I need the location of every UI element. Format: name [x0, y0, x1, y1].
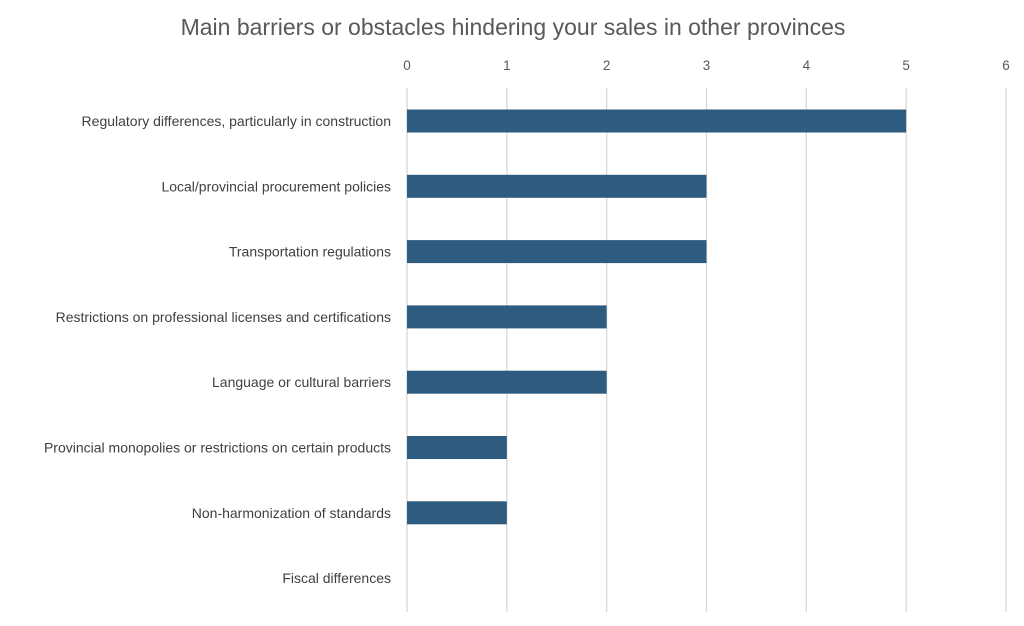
- bar: [407, 240, 707, 264]
- category-label: Provincial monopolies or restrictions on…: [44, 440, 391, 456]
- bars: [407, 109, 907, 525]
- category-label: Local/provincial procurement policies: [161, 178, 391, 194]
- x-axis-ticks: 0 1 2 3 4 5 6: [403, 58, 1010, 73]
- gridlines: [406, 88, 1007, 612]
- x-tick-label: 0: [403, 58, 411, 73]
- category-label: Restrictions on professional licenses an…: [56, 309, 391, 325]
- x-tick-label: 6: [1002, 58, 1010, 73]
- category-label: Regulatory differences, particularly in …: [82, 113, 391, 129]
- chart-title: Main barriers or obstacles hindering you…: [181, 14, 846, 40]
- x-tick-label: 1: [503, 58, 511, 73]
- x-tick-label: 3: [703, 58, 711, 73]
- category-labels: Regulatory differences, particularly in …: [44, 113, 391, 586]
- category-label: Transportation regulations: [229, 244, 391, 260]
- category-label: Fiscal differences: [282, 570, 391, 586]
- x-tick-label: 5: [902, 58, 910, 73]
- bar: [407, 436, 507, 459]
- bar: [407, 305, 607, 329]
- bar: [407, 501, 507, 525]
- bar: [407, 370, 607, 394]
- bar: [407, 109, 907, 133]
- category-label: Language or cultural barriers: [212, 374, 391, 390]
- bar: [407, 174, 707, 198]
- x-tick-label: 4: [803, 58, 811, 73]
- category-label: Non-harmonization of standards: [192, 505, 391, 521]
- x-tick-label: 2: [603, 58, 611, 73]
